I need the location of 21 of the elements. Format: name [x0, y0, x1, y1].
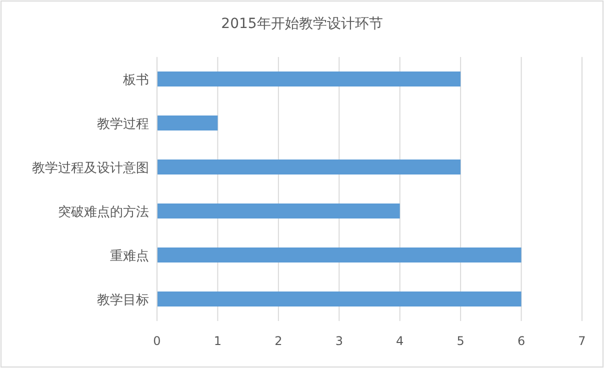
x-tick-label: 4 [396, 334, 404, 348]
bar [157, 116, 218, 130]
bar [157, 292, 522, 306]
x-tick-label: 1 [214, 334, 222, 348]
y-tick-label: 重难点 [110, 249, 149, 264]
y-tick-label: 教学目标 [97, 293, 149, 308]
x-tick-label: 5 [456, 334, 464, 348]
y-tick-label: 板书 [122, 73, 149, 88]
bar [157, 72, 461, 86]
x-tick-label: 7 [578, 334, 586, 348]
bar [157, 248, 522, 262]
x-tick-label: 3 [335, 334, 343, 348]
bar [157, 160, 461, 174]
x-tick-label: 2 [274, 334, 282, 348]
y-tick-label: 突破难点的方法 [58, 204, 149, 220]
y-tick-label: 教学过程 [97, 117, 149, 132]
x-tick-label: 0 [153, 334, 161, 348]
y-tick-label: 教学过程及设计意图 [32, 161, 149, 176]
chart-title: 2015年开始教学设计环节 [221, 16, 383, 32]
x-tick-label: 6 [517, 334, 526, 348]
bar [157, 204, 400, 218]
